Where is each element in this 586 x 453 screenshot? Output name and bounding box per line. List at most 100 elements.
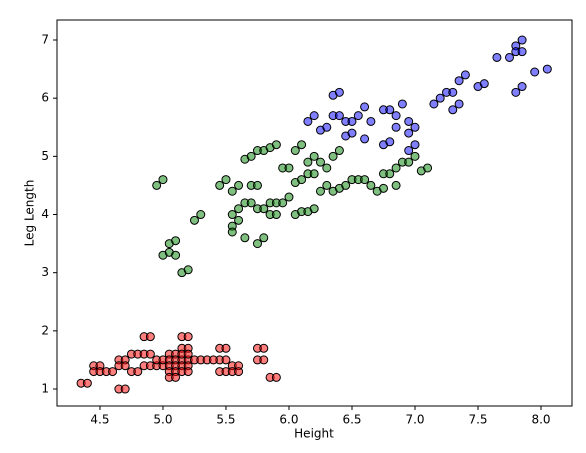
point	[221, 355, 231, 365]
point	[303, 157, 313, 167]
point	[366, 180, 376, 190]
point	[385, 105, 395, 115]
point	[271, 210, 281, 220]
point	[460, 70, 470, 80]
point	[404, 146, 414, 156]
point	[347, 116, 357, 126]
point	[196, 210, 206, 220]
point	[145, 349, 155, 359]
x-axis-label: Height	[294, 427, 334, 441]
point	[334, 111, 344, 121]
point	[309, 204, 319, 214]
point	[309, 151, 319, 161]
point	[360, 102, 370, 112]
point	[152, 180, 162, 190]
point	[448, 105, 458, 115]
point	[252, 239, 262, 249]
point	[391, 122, 401, 132]
point	[404, 157, 414, 167]
point	[511, 87, 521, 97]
point	[410, 140, 420, 150]
point	[227, 210, 237, 220]
point	[108, 367, 118, 377]
y-tick-label: 5	[41, 149, 49, 163]
point	[120, 361, 130, 371]
point	[517, 47, 527, 57]
point	[517, 82, 527, 92]
y-tick-label: 1	[41, 382, 49, 396]
point	[454, 99, 464, 109]
point	[284, 163, 294, 173]
point	[240, 233, 250, 243]
y-axis-label: Leg Length	[23, 180, 37, 247]
point	[328, 151, 338, 161]
point	[259, 355, 269, 365]
point	[227, 186, 237, 196]
point	[189, 215, 199, 225]
point	[404, 116, 414, 126]
point	[334, 87, 344, 97]
point	[397, 99, 407, 109]
point	[234, 180, 244, 190]
y-tick-label: 7	[41, 33, 49, 47]
point	[391, 111, 401, 121]
point	[435, 93, 445, 103]
point	[278, 198, 288, 208]
point	[404, 128, 414, 138]
point	[183, 367, 193, 377]
point	[322, 163, 332, 173]
point	[479, 79, 489, 89]
point	[410, 151, 420, 161]
point	[290, 146, 300, 156]
x-tick-label: 8.0	[531, 413, 550, 427]
point	[234, 204, 244, 214]
point	[385, 137, 395, 147]
point	[448, 87, 458, 97]
point	[334, 146, 344, 156]
point	[221, 343, 231, 353]
point	[297, 175, 307, 185]
point	[133, 367, 143, 377]
point	[120, 384, 130, 394]
point	[309, 111, 319, 121]
x-tick-label: 4.5	[90, 413, 109, 427]
point	[227, 227, 237, 237]
point	[234, 367, 244, 377]
point	[252, 180, 262, 190]
point	[183, 265, 193, 275]
y-tick-label: 4	[41, 207, 49, 221]
point	[504, 52, 514, 62]
point	[315, 157, 325, 167]
point	[492, 52, 502, 62]
point	[385, 169, 395, 179]
point	[366, 116, 376, 126]
x-tick-label: 5.5	[216, 413, 235, 427]
x-tick-label: 7.5	[468, 413, 487, 427]
point	[542, 64, 552, 74]
point	[215, 180, 225, 190]
x-tick-label: 7.0	[405, 413, 424, 427]
point	[341, 180, 351, 190]
point	[208, 355, 218, 365]
point	[429, 99, 439, 109]
point	[423, 163, 433, 173]
point	[517, 35, 527, 45]
point	[391, 180, 401, 190]
y-tick-label: 6	[41, 91, 49, 105]
point	[378, 183, 388, 193]
point	[284, 192, 294, 202]
y-tick-label: 3	[41, 265, 49, 279]
x-tick-label: 6.0	[279, 413, 298, 427]
point	[410, 122, 420, 132]
point	[259, 233, 269, 243]
point	[347, 128, 357, 138]
point	[360, 134, 370, 144]
y-tick-label: 2	[41, 323, 49, 337]
point	[259, 343, 269, 353]
point	[82, 378, 92, 388]
point	[271, 140, 281, 150]
point	[322, 180, 332, 190]
point	[183, 349, 193, 359]
point	[530, 67, 540, 77]
